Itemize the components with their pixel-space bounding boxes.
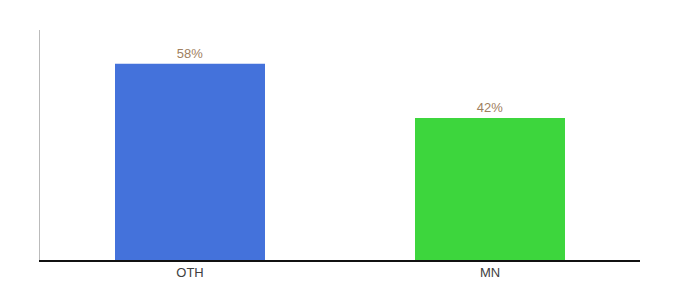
svg-text:OTH: OTH	[176, 265, 203, 280]
svg-text:42%: 42%	[477, 100, 503, 115]
svg-text:58%: 58%	[177, 46, 203, 61]
svg-text:MN: MN	[480, 265, 500, 280]
